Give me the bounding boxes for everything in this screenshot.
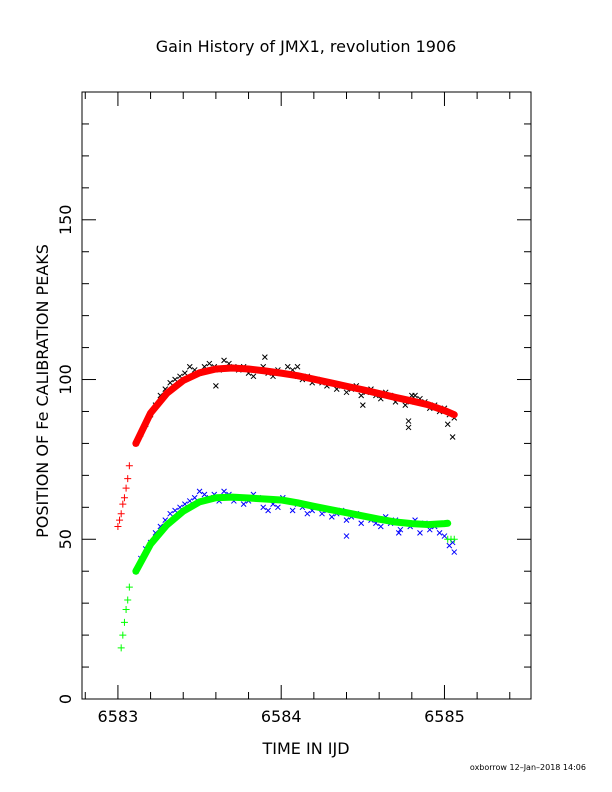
data-point-plus bbox=[125, 583, 133, 591]
x-tick-label: 6583 bbox=[98, 707, 139, 726]
data-point-x bbox=[221, 357, 227, 364]
data-point-x bbox=[395, 530, 402, 536]
data-point-x bbox=[417, 530, 423, 536]
data-point-x bbox=[397, 526, 404, 533]
data-point-x bbox=[275, 504, 281, 511]
fit-curve bbox=[132, 493, 452, 575]
data-marks bbox=[114, 354, 458, 652]
data-point-x bbox=[304, 510, 311, 517]
data-point-x bbox=[191, 494, 198, 501]
data-point-plus bbox=[124, 475, 132, 483]
data-point-x bbox=[167, 379, 174, 386]
y-tick-label: 100 bbox=[56, 364, 75, 395]
data-point-plus bbox=[117, 644, 125, 652]
data-point-x bbox=[343, 389, 350, 396]
data-point-plus bbox=[117, 510, 125, 518]
x-tick-label: 6585 bbox=[424, 707, 465, 726]
data-point-x bbox=[186, 363, 193, 370]
data-point-x bbox=[449, 434, 456, 440]
data-point-x bbox=[405, 418, 412, 424]
data-point-x bbox=[377, 523, 384, 530]
data-point-x bbox=[444, 421, 451, 428]
data-point-plus bbox=[122, 484, 130, 492]
data-point-x bbox=[167, 510, 174, 517]
data-point-plus bbox=[125, 462, 133, 470]
fit-curve bbox=[132, 364, 458, 447]
y-tick-label: 0 bbox=[56, 694, 75, 704]
data-point-x bbox=[284, 363, 291, 370]
data-point-x bbox=[343, 533, 350, 539]
plot-frame bbox=[81, 91, 532, 700]
data-point-x bbox=[328, 514, 335, 520]
x-tick-label: 6584 bbox=[261, 707, 302, 726]
data-point-plus bbox=[450, 535, 458, 543]
chart-title: Gain History of JMX1, revolution 1906 bbox=[156, 37, 457, 56]
data-point-x bbox=[451, 549, 458, 555]
data-point-x bbox=[405, 424, 412, 431]
data-point-x bbox=[240, 501, 247, 507]
y-tick-label: 50 bbox=[56, 529, 75, 549]
x-axis-label: TIME IN IJD bbox=[261, 739, 349, 758]
data-point-plus bbox=[114, 522, 122, 530]
y-axis-label: POSITION OF Fe CALIBRATION PEAKS bbox=[33, 244, 52, 538]
series-1 bbox=[132, 364, 458, 447]
data-point-plus bbox=[120, 618, 128, 626]
data-point-x bbox=[201, 491, 208, 498]
axes: 0 50 100 150 6583 6584 6585 bbox=[56, 91, 531, 726]
data-point-x bbox=[250, 373, 257, 380]
data-point-x bbox=[343, 517, 350, 523]
series-2 bbox=[114, 462, 133, 530]
data-point-x bbox=[441, 533, 448, 539]
data-point-plus bbox=[116, 516, 124, 524]
data-point-x bbox=[319, 510, 325, 517]
data-point-x bbox=[182, 370, 188, 376]
data-point-plus bbox=[122, 606, 130, 614]
data-point-x bbox=[196, 488, 203, 495]
data-point-x bbox=[294, 363, 301, 370]
series-5 bbox=[117, 535, 458, 652]
y-tick-label: 150 bbox=[56, 205, 75, 236]
data-point-x bbox=[358, 392, 365, 399]
data-point-x bbox=[206, 360, 213, 367]
data-point-x bbox=[265, 507, 271, 514]
data-point-plus bbox=[119, 500, 127, 508]
data-point-x bbox=[213, 383, 219, 389]
data-point-x bbox=[436, 530, 443, 536]
data-point-x bbox=[260, 504, 267, 511]
footer-credit: oxborrow 12–Jan–2018 14:06 bbox=[470, 763, 586, 772]
data-point-plus bbox=[124, 596, 132, 604]
data-point-x bbox=[289, 507, 296, 514]
series-4 bbox=[132, 493, 452, 575]
data-point-plus bbox=[119, 631, 127, 639]
data-point-x bbox=[262, 354, 268, 361]
data-point-x bbox=[358, 520, 365, 527]
data-point-x bbox=[221, 488, 227, 495]
data-point-x bbox=[359, 402, 366, 408]
data-point-plus bbox=[120, 494, 128, 502]
